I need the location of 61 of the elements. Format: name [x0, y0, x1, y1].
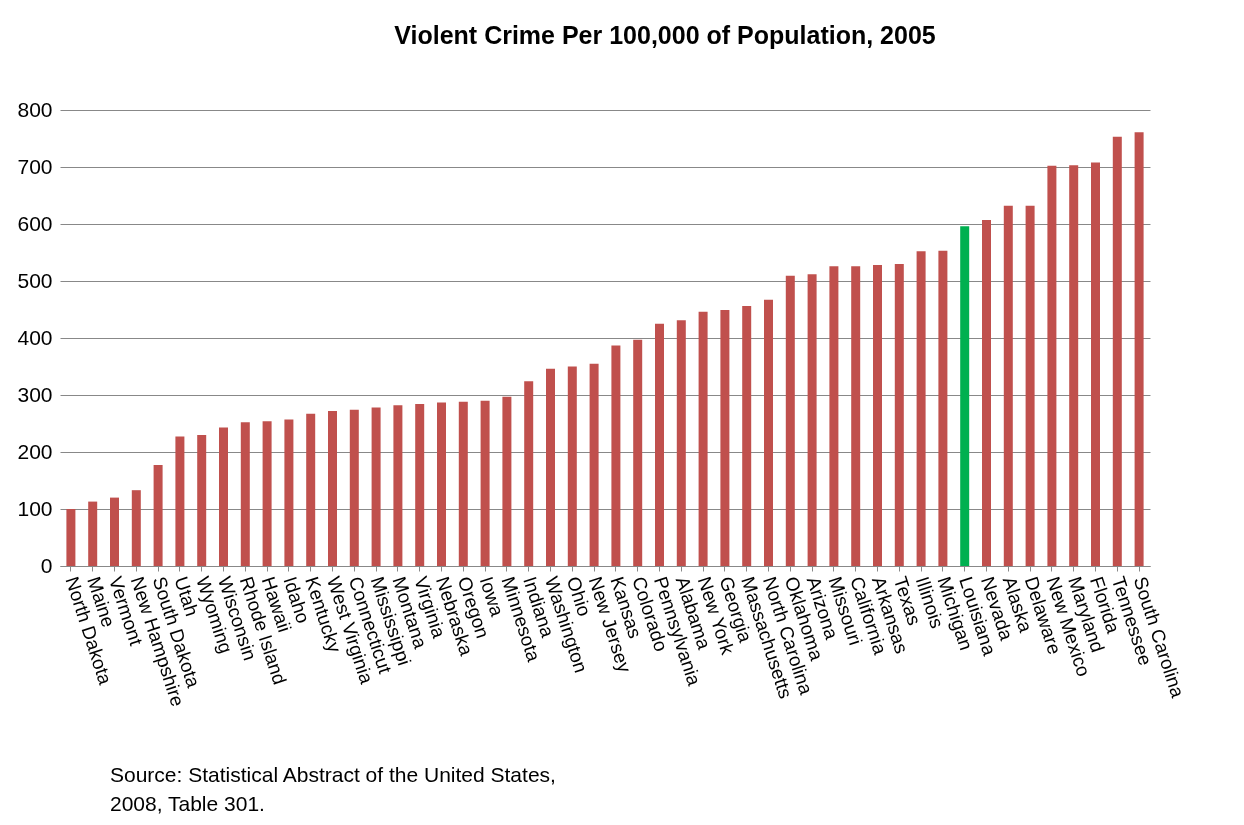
source-note: Source: Statistical Abstract of the United States, 2008, Table 301. — [110, 762, 557, 817]
bar — [764, 299, 773, 566]
bar — [1003, 205, 1013, 566]
bar — [131, 490, 141, 566]
bar — [371, 407, 381, 566]
bar — [655, 323, 664, 566]
bar — [480, 400, 490, 566]
bar — [938, 250, 948, 566]
bar — [676, 320, 686, 566]
bar — [1112, 136, 1122, 566]
bar — [567, 366, 577, 566]
bar — [284, 419, 294, 566]
bar — [1025, 205, 1035, 566]
bar — [197, 434, 207, 566]
y-tick-label: 0 — [40, 553, 53, 577]
bar — [153, 465, 163, 566]
y-tick-label: 400 — [17, 325, 53, 349]
bar — [546, 368, 555, 566]
y-tick-label: 700 — [17, 154, 53, 178]
bar — [415, 404, 425, 566]
bar — [807, 274, 817, 566]
y-tick-label: 100 — [17, 496, 53, 520]
bar — [785, 275, 795, 566]
bar — [175, 436, 185, 566]
bar — [393, 405, 403, 566]
bar — [611, 345, 621, 566]
bar — [589, 363, 599, 566]
bar — [851, 266, 861, 566]
bar — [1134, 132, 1144, 566]
bar — [1069, 165, 1079, 566]
bar — [219, 427, 228, 566]
y-tick-label: 600 — [17, 211, 53, 235]
bar — [328, 410, 337, 566]
y-tick-label: 300 — [17, 382, 53, 406]
bar — [524, 381, 534, 566]
y-tick-label: 800 — [17, 97, 53, 121]
bar — [960, 226, 970, 566]
chart-title: Violent Crime Per 100,000 of Population, 2005 — [394, 21, 936, 49]
bar — [262, 421, 272, 566]
bar — [894, 263, 904, 566]
bar — [829, 266, 839, 566]
bar — [458, 401, 468, 566]
bar — [437, 402, 446, 566]
y-tick-label: 500 — [17, 268, 53, 292]
bar — [240, 422, 250, 566]
bar — [916, 251, 926, 566]
bar — [698, 311, 708, 566]
bar — [306, 413, 316, 566]
bar — [88, 501, 98, 566]
bar — [720, 310, 730, 566]
y-tick-label: 200 — [17, 439, 53, 463]
bar — [1091, 162, 1100, 566]
bar — [873, 265, 882, 566]
bar — [66, 509, 76, 566]
bar — [633, 339, 643, 566]
bar — [349, 409, 359, 566]
bar — [1047, 165, 1057, 566]
bar — [982, 220, 991, 566]
bar — [502, 396, 512, 566]
bar — [742, 306, 752, 566]
bar — [110, 497, 119, 566]
